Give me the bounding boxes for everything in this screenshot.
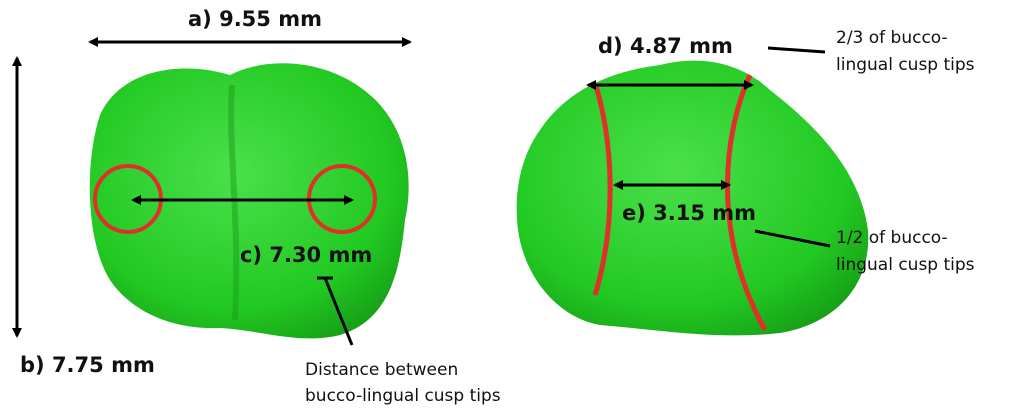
annotation: Distance between <box>305 360 458 380</box>
measurement-e: e) 3.15 mm <box>622 201 756 225</box>
leader <box>768 48 825 52</box>
measurement-c: c) 7.30 mm <box>240 243 372 267</box>
figure: a) 9.55 mm b) 7.75 mm c) 7.30 mm Distanc… <box>0 0 1023 413</box>
measurement-a: a) 9.55 mm <box>188 7 322 31</box>
annotation: 1/2 of bucco- <box>836 228 948 248</box>
measurement-b: b) 7.75 mm <box>20 353 155 377</box>
annotation: 2/3 of bucco- <box>836 28 948 48</box>
tooth-side <box>517 61 869 336</box>
annotation: bucco-lingual cusp tips <box>305 386 501 406</box>
measurement-d: d) 4.87 mm <box>598 34 733 58</box>
annotation: lingual cusp tips <box>836 255 975 275</box>
annotation: lingual cusp tips <box>836 55 975 75</box>
